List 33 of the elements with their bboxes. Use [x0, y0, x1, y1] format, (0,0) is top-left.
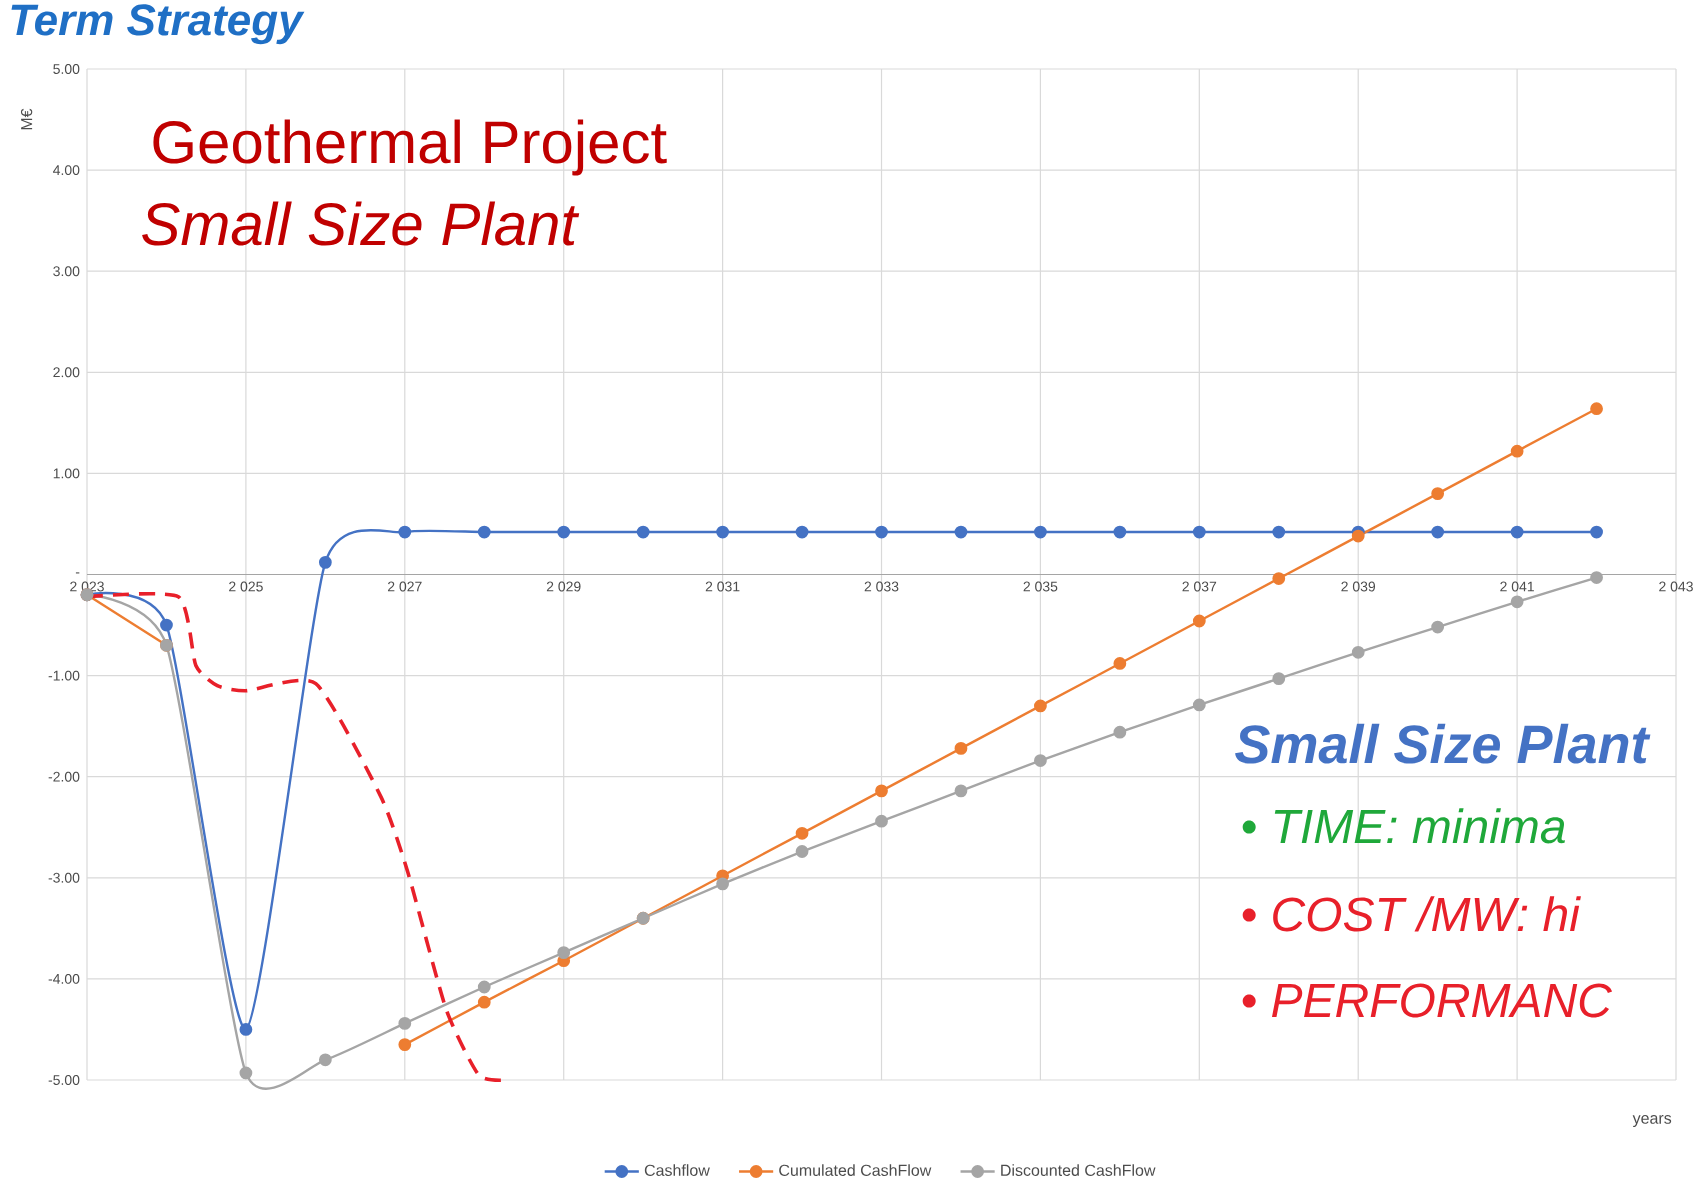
legend-label: Cashflow: [644, 1164, 710, 1176]
y-axis-title: M€: [20, 108, 33, 130]
y-tick-label: -3.00: [48, 872, 80, 883]
y-tick-label: -1.00: [48, 670, 80, 681]
y-tick-label: 1.00: [53, 468, 80, 479]
x-tick-label: 2 041: [1500, 581, 1534, 592]
y-tick-label: -5.00: [48, 1075, 80, 1085]
y-tick-label: 2.00: [53, 367, 80, 378]
x-tick-label: 2 027: [387, 581, 422, 592]
y-tick-label: -: [75, 572, 80, 574]
x-tick-label: 2 033: [864, 581, 899, 592]
annotation: Small Size Plant: [142, 201, 580, 246]
x-tick-label: 2 035: [1023, 581, 1058, 592]
y-tick-label: 3.00: [53, 266, 80, 277]
x-tick-label: 2 043: [1659, 581, 1693, 592]
annotation: • PERFORMANC: [1242, 983, 1613, 1018]
chart-title: Term Strategy: [11, 4, 305, 45]
x-tick-label: 2 039: [1341, 581, 1376, 592]
annotation: Small Size Plant: [1235, 723, 1651, 764]
x-axis-title: years: [1632, 1115, 1672, 1127]
y-tick-label: -4.00: [48, 973, 80, 984]
y-tick-label: 5.00: [53, 64, 80, 74]
x-tick-label: 2 025: [229, 581, 263, 592]
x-tick-label: 2 029: [546, 581, 581, 592]
annotation: • TIME: minima: [1242, 808, 1565, 844]
y-tick-label: -2.00: [48, 771, 80, 782]
annotation: • COST /MW: hi: [1242, 896, 1581, 932]
annotation: Geothermal Project: [153, 119, 667, 176]
x-tick-label: 2 031: [705, 581, 740, 592]
y-tick-label: 4.00: [53, 165, 80, 176]
legend-label: Discounted CashFlow: [1001, 1164, 1156, 1176]
x-tick-label: 2 037: [1182, 581, 1217, 592]
legend-label: Cumulated CashFlow: [779, 1164, 932, 1176]
